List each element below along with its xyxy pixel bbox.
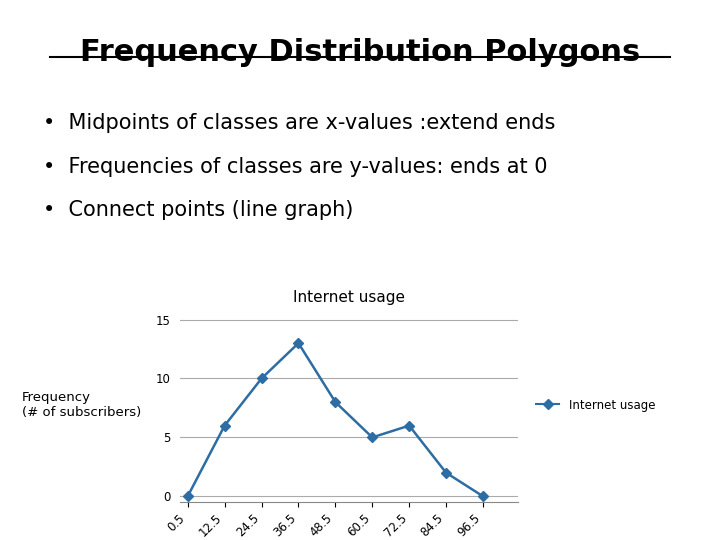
Internet usage: [220, 422, 229, 429]
Text: •  Frequencies of classes are y-values: ends at 0: • Frequencies of classes are y-values: e…: [43, 157, 548, 177]
Legend: Internet usage: Internet usage: [531, 394, 660, 416]
Text: Frequency Distribution Polygons: Frequency Distribution Polygons: [80, 38, 640, 67]
Internet usage: [257, 375, 266, 382]
Title: Internet usage: Internet usage: [293, 290, 405, 305]
Internet usage: [442, 469, 451, 476]
Text: Frequency
(# of subscribers): Frequency (# of subscribers): [22, 391, 141, 419]
Internet usage: [368, 434, 377, 441]
Internet usage: [479, 493, 487, 500]
Text: •  Connect points (line graph): • Connect points (line graph): [43, 200, 354, 220]
Internet usage: [331, 399, 340, 406]
Text: •  Midpoints of classes are x-values :extend ends: • Midpoints of classes are x-values :ext…: [43, 113, 556, 133]
Line: Internet usage: Internet usage: [184, 340, 487, 500]
Internet usage: [294, 340, 303, 346]
Internet usage: [405, 422, 413, 429]
Internet usage: [184, 493, 192, 500]
